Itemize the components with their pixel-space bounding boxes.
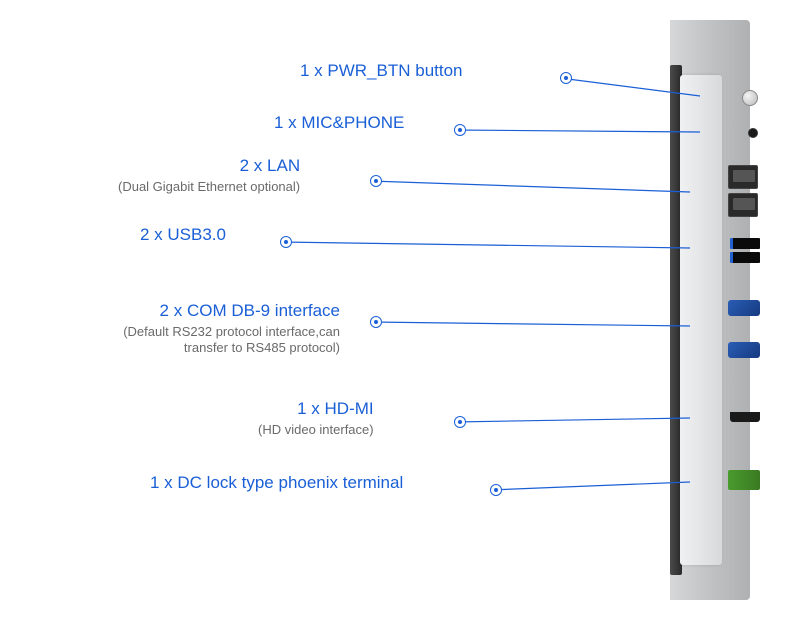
callout-lan: 2 x LAN (Dual Gigabit Ethernet optional)	[118, 155, 300, 195]
callout-title: 1 x MIC&PHONE	[274, 112, 404, 134]
marker-lan	[370, 175, 382, 187]
callout-title: 2 x USB3.0	[140, 224, 226, 246]
callout-sub: (Default RS232 protocol interface,can tr…	[80, 324, 340, 357]
leader-usb	[280, 242, 690, 248]
callout-mic-phone: 1 x MIC&PHONE	[274, 112, 404, 134]
marker-mic-phone	[454, 124, 466, 136]
port-lan-2	[728, 193, 758, 217]
callout-hdmi: 1 x HD-MI (HD video interface)	[258, 398, 374, 438]
marker-com	[370, 316, 382, 328]
port-pwr-btn	[742, 90, 758, 106]
port-phoenix	[728, 470, 760, 490]
port-usb-1	[730, 238, 760, 249]
device-chassis-front	[680, 75, 722, 565]
marker-pwr-btn	[560, 72, 572, 84]
callout-title: 2 x LAN	[240, 155, 300, 177]
callout-title: 1 x HD-MI	[297, 398, 374, 420]
port-com-1	[728, 300, 760, 316]
callout-usb: 2 x USB3.0	[140, 224, 226, 246]
callout-pwr-btn: 1 x PWR_BTN button	[300, 60, 463, 82]
marker-hdmi	[454, 416, 466, 428]
marker-usb	[280, 236, 292, 248]
callout-title: 2 x COM DB-9 interface	[160, 300, 340, 322]
callout-sub: (Dual Gigabit Ethernet optional)	[118, 179, 300, 195]
callout-com: 2 x COM DB-9 interface (Default RS232 pr…	[80, 300, 340, 357]
callout-phoenix: 1 x DC lock type phoenix terminal	[150, 472, 403, 494]
port-hdmi	[730, 412, 760, 422]
port-lan-1	[728, 165, 758, 189]
marker-phoenix	[490, 484, 502, 496]
port-com-2	[728, 342, 760, 358]
port-usb-2	[730, 252, 760, 263]
callout-title: 1 x PWR_BTN button	[300, 60, 463, 82]
callout-title: 1 x DC lock type phoenix terminal	[150, 472, 403, 494]
callout-sub: (HD video interface)	[258, 422, 374, 438]
port-audio-jack	[748, 128, 758, 138]
